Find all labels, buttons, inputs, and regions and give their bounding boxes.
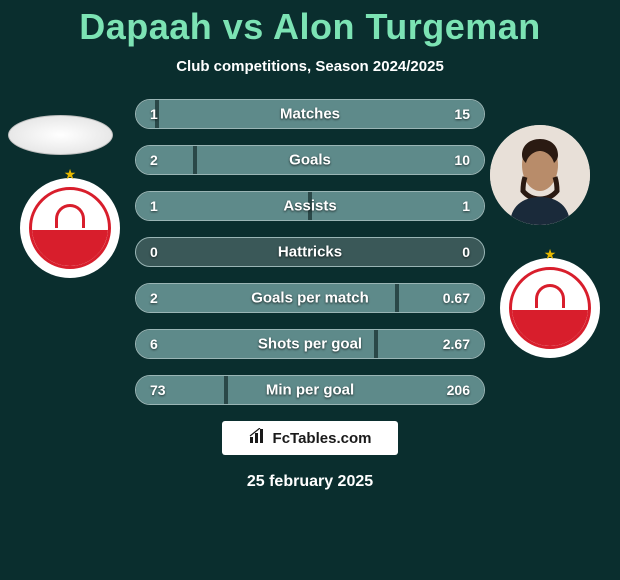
club-badge-inner (29, 187, 111, 269)
page-title: Dapaah vs Alon Turgeman (0, 0, 620, 48)
player-right-avatar (490, 125, 590, 225)
comparison-row: 1 15 Matches (135, 99, 485, 129)
club-arch-icon (55, 204, 85, 228)
bar-right-fill (397, 284, 484, 312)
footer-date: 25 february 2025 (0, 473, 620, 491)
value-right: 0 (462, 244, 470, 260)
star-icon: ★ (64, 166, 77, 183)
metric-label: Matches (280, 106, 340, 123)
value-left: 0 (150, 244, 158, 260)
star-icon: ★ (544, 246, 557, 263)
metric-label: Assists (283, 198, 336, 215)
value-left: 1 (150, 106, 158, 122)
bar-right-fill (195, 146, 484, 174)
value-left: 2 (150, 290, 158, 306)
value-right: 2.67 (443, 336, 470, 352)
comparison-row: 1 1 Assists (135, 191, 485, 221)
metric-label: Min per goal (266, 382, 354, 399)
value-right: 15 (454, 106, 470, 122)
club-badge-right: ★ (500, 258, 600, 358)
person-icon (490, 125, 590, 225)
value-left: 6 (150, 336, 158, 352)
metric-label: Hattricks (278, 244, 342, 261)
value-right: 0.67 (443, 290, 470, 306)
page-subtitle: Club competitions, Season 2024/2025 (0, 58, 620, 75)
metric-label: Goals per match (251, 290, 369, 307)
player-left-avatar (8, 115, 113, 155)
value-right: 10 (454, 152, 470, 168)
comparison-row: 2 0.67 Goals per match (135, 283, 485, 313)
bar-left-fill (136, 146, 195, 174)
comparison-row: 73 206 Min per goal (135, 375, 485, 405)
value-left: 1 (150, 198, 158, 214)
value-right: 1 (462, 198, 470, 214)
comparison-row: 2 10 Goals (135, 145, 485, 175)
value-left: 73 (150, 382, 166, 398)
club-badge-left: ★ (20, 178, 120, 278)
club-badge-inner (509, 267, 591, 349)
comparison-row: 0 0 Hattricks (135, 237, 485, 267)
club-arch-icon (535, 284, 565, 308)
metric-label: Goals (289, 152, 331, 169)
source-label: FcTables.com (273, 430, 372, 447)
comparison-row: 6 2.67 Shots per goal (135, 329, 485, 359)
metric-label: Shots per goal (258, 336, 362, 353)
value-left: 2 (150, 152, 158, 168)
value-right: 206 (447, 382, 470, 398)
chart-icon (249, 428, 267, 449)
source-badge: FcTables.com (222, 421, 398, 455)
